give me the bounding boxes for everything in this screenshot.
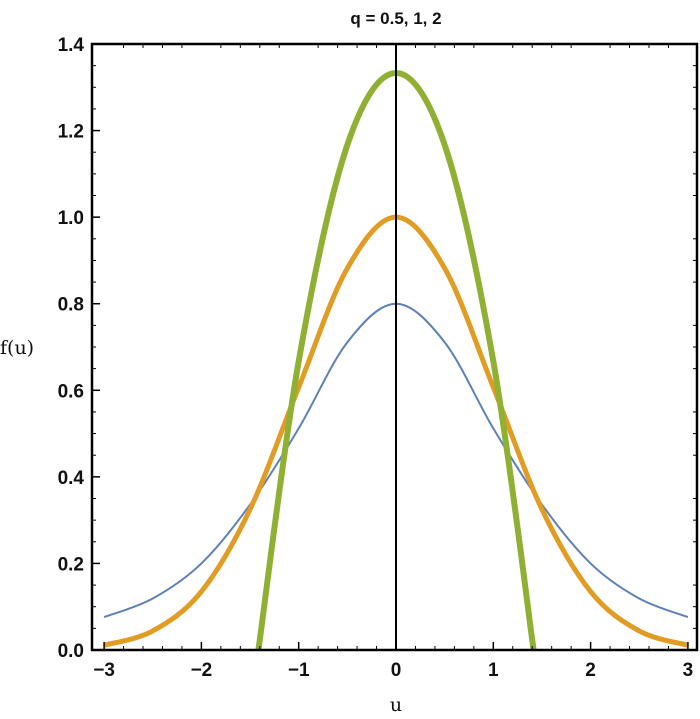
chart-title: q = 0.5, 1, 2: [350, 9, 441, 28]
y-tick-label: 0.8: [58, 295, 84, 316]
y-tick-label: 1.0: [58, 208, 84, 229]
y-axis-ticks: 0.0 0.2 0.4 0.6 0.8 1.0 1.2 1.4: [58, 35, 697, 662]
x-tick-label: −1: [288, 660, 310, 681]
x-tick-label: 0: [391, 660, 402, 681]
y-tick-label: 0.2: [58, 554, 84, 575]
y-tick-label: 1.2: [58, 122, 84, 143]
y-axis-label: f(u): [0, 337, 34, 359]
x-axis-label: u: [390, 694, 402, 716]
x-tick-label: 3: [683, 660, 694, 681]
y-tick-label: 1.4: [58, 35, 85, 56]
y-tick-label: 0.0: [58, 641, 84, 662]
x-axis-ticks: −3 −2 −1 0 1 2 3: [93, 44, 693, 681]
x-tick-label: −3: [93, 660, 115, 681]
x-tick-label: −2: [191, 660, 213, 681]
x-tick-label: 1: [488, 660, 499, 681]
x-tick-label: 2: [585, 660, 596, 681]
y-tick-label: 0.6: [58, 381, 84, 402]
y-tick-label: 0.4: [58, 468, 85, 489]
plot-frame: [90, 42, 699, 652]
